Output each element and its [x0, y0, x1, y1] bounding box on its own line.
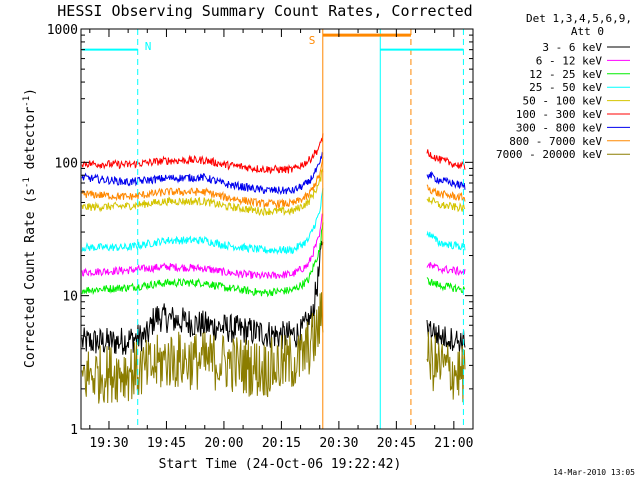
series-line-after-gap-25-50keV: [426, 230, 466, 251]
x-tick-label: 19:45: [147, 436, 186, 451]
x-tick-label: 19:30: [89, 436, 128, 451]
series-line-after-gap-6-12keV: [426, 262, 466, 276]
series-line-800-7000keV: [81, 156, 324, 210]
x-axis-label: Start Time (24-Oct-06 19:22:42): [159, 457, 402, 472]
series-line-after-gap-100-300keV: [426, 149, 466, 170]
footer-timestamp: 14-Mar-2010 13:05: [553, 468, 635, 477]
night-label: N: [145, 40, 152, 53]
data-layer: [81, 133, 466, 404]
series-line-50-100keV: [81, 168, 324, 217]
series-line-25-50keV: [81, 188, 324, 256]
legend-label: 100 - 300 keV: [516, 108, 602, 121]
series-line-after-gap-50-100keV: [426, 196, 466, 213]
series-line-after-gap-300-800keV: [426, 170, 466, 190]
series-line-after-gap-800-7000keV: [426, 184, 466, 202]
series-line-after-gap-3-6keV: [426, 319, 466, 353]
x-tick-label: 21:00: [434, 436, 473, 451]
x-tick-label: 20:15: [262, 436, 301, 451]
legend-label: 300 - 800 keV: [516, 121, 602, 134]
x-tick-label: 20:00: [204, 436, 243, 451]
series-line-100-300keV: [81, 133, 324, 175]
legend-label: 50 - 100 keV: [523, 95, 603, 108]
legend-header-line1: Det 1,3,4,5,6,9,: [526, 12, 632, 25]
legend-label: 12 - 25 keV: [529, 68, 602, 81]
legend-label: 3 - 6 keV: [542, 41, 602, 54]
axis-layer: 1 10 100 1000 19:30 19:45 20:00 20:15 20:30 20:45…: [47, 23, 474, 451]
plot-frame: [80, 28, 474, 430]
legend-label: 6 - 12 keV: [536, 54, 603, 67]
series-line-12-25keV: [81, 222, 324, 298]
series-line-after-gap-7000-20000keV: [426, 331, 466, 403]
x-tick-label: 20:30: [319, 436, 358, 451]
series-group: [81, 133, 466, 404]
series-line-300-800keV: [81, 151, 324, 196]
y-tick-label: 1: [70, 423, 78, 438]
series-line-after-gap-12-25keV: [426, 277, 466, 294]
legend-label: 7000 - 20000 keV: [496, 148, 602, 161]
series-line-6-12keV: [81, 213, 324, 280]
y-tick-label: 1000: [47, 23, 78, 38]
series-line-3-6keV: [81, 240, 324, 355]
legend-label: 25 - 50 keV: [529, 81, 602, 94]
y-tick-label: 10: [62, 290, 78, 305]
y-axis-label: Corrected Count Rate (s-1 detector-1): [22, 88, 38, 368]
x-tick-label: 20:45: [377, 436, 416, 451]
y-tick-label: 100: [55, 156, 78, 171]
legend-header-line2: Att 0: [571, 25, 604, 38]
saa-label: S: [309, 34, 316, 47]
series-line-7000-20000keV: [81, 292, 324, 404]
legend-label: 800 - 7000 keV: [509, 135, 602, 148]
chart-title: HESSI Observing Summary Count Rates, Cor…: [57, 2, 472, 20]
